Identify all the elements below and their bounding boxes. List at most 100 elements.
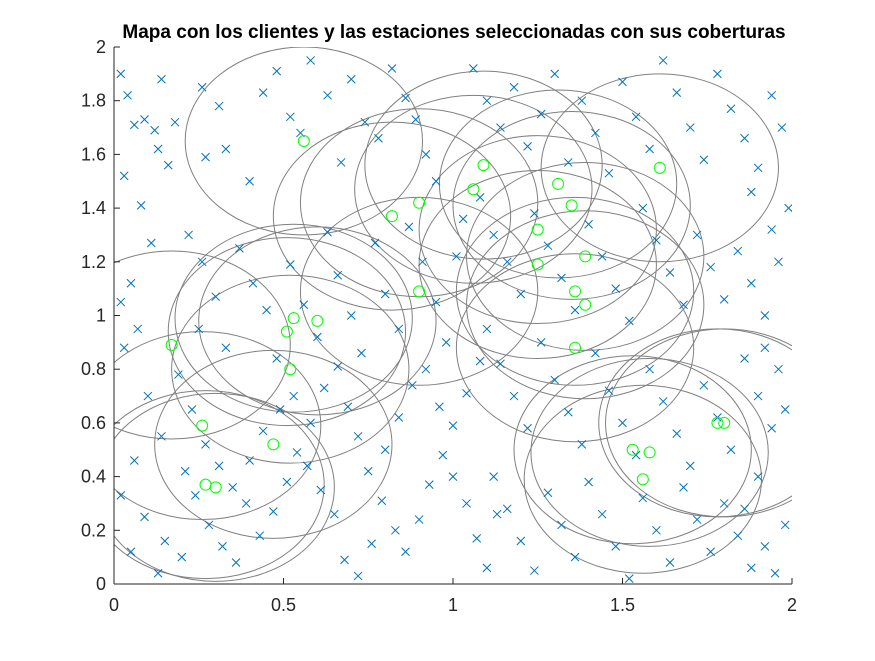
client-marker [343,402,353,412]
client-marker [774,257,783,267]
client-marker [380,445,390,455]
client-marker [285,260,295,269]
client-marker [340,555,349,565]
client-marker [235,244,244,253]
coverage-circle [354,94,593,284]
client-marker [391,525,400,535]
client-marker [652,235,661,245]
coverage-circle [605,328,792,518]
client-marker [502,257,512,267]
client-marker [197,257,207,267]
client-marker [631,112,641,122]
client-marker [323,90,332,100]
client-marker [353,571,363,581]
client-marker [719,295,729,304]
client-marker [136,201,146,210]
client-marker [414,515,424,524]
client-marker [438,450,448,460]
station-marker [711,416,724,429]
client-marker [482,563,492,573]
client-marker [421,364,431,374]
client-marker [726,104,736,114]
y-tick-label: 0.4 [81,467,106,487]
client-marker [174,370,183,379]
client-marker [645,364,654,374]
client-marker [302,461,312,471]
client-marker [577,96,587,106]
client-marker [784,203,792,213]
client-marker [475,356,485,366]
client-marker [272,354,282,363]
client-marker [157,74,166,84]
client-marker [204,520,214,530]
y-tick-label: 0.2 [81,520,106,540]
client-marker [550,69,560,79]
client-marker [760,542,770,551]
client-marker [431,176,441,186]
client-marker [740,504,749,514]
client-marker [377,496,387,506]
client-marker [611,284,621,294]
client-marker [214,101,224,111]
client-marker [184,230,193,240]
client-marker [530,209,539,218]
client-marker [268,507,278,516]
client-marker [685,461,695,471]
client-marker [170,117,180,127]
client-marker [584,477,593,487]
client-marker [119,171,129,181]
client-marker [706,547,715,557]
client-marker [740,354,749,363]
client-marker [774,364,783,374]
y-tick-label: 0 [96,574,106,594]
client-marker [638,203,648,213]
coverage-circle [540,73,779,263]
client-marker [418,257,427,267]
client-marker [333,362,343,371]
station-marker [653,161,666,174]
client-marker [370,238,380,248]
coverage-circle [272,121,512,311]
station-marker [569,341,582,354]
coverage-circle [114,392,335,582]
client-marker [374,133,383,143]
client-marker [316,485,326,495]
client-marker [116,297,126,307]
client-marker [509,82,519,92]
client-marker [129,120,139,130]
client-marker [543,241,553,251]
client-marker [584,219,593,229]
client-marker [333,270,343,280]
x-tick-label: 0 [109,595,119,615]
coverage-circle [167,237,407,427]
client-marker [699,155,709,165]
station-marker [311,314,324,327]
client-marker [753,472,763,481]
coverage-circle [171,274,410,464]
client-marker [631,450,641,460]
coverage-circle [455,253,695,443]
client-marker [509,391,519,401]
client-marker [448,421,458,430]
client-marker [275,405,285,414]
client-marker [458,214,468,224]
client-marker [706,262,715,272]
client-marker [468,64,478,73]
client-marker [563,158,573,167]
client-marker [411,115,421,124]
client-marker [591,128,600,138]
station-marker [199,478,212,491]
station-marker [579,250,592,263]
station-marker [165,339,178,352]
client-marker [604,386,614,396]
client-marker [126,278,136,288]
client-marker [502,504,512,514]
coverage-circle [114,250,291,440]
station-marker [531,223,544,236]
client-marker [248,278,258,288]
client-marker [658,397,668,406]
client-marker [496,123,505,132]
client-marker [448,472,458,481]
y-tick-label: 1.4 [81,198,106,218]
station-marker [718,416,731,429]
